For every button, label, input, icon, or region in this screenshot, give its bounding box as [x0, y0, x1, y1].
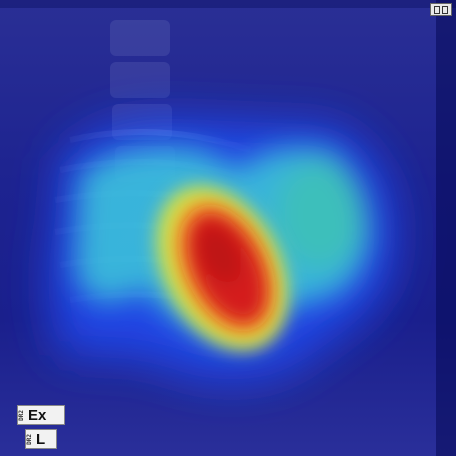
heat-yellow: [156, 185, 288, 351]
spine-shadow: [110, 20, 175, 182]
grid-icon: [430, 3, 452, 16]
side-marker-prefix: DR2: [26, 433, 33, 445]
side-marker-label: L: [36, 430, 46, 448]
heat-outer: [48, 118, 396, 381]
rib-shadows: [54, 129, 256, 313]
heat-orange: [174, 200, 276, 336]
exam-marker-label: Ex: [28, 406, 47, 424]
heat-cyan: [75, 147, 370, 342]
exam-marker: DR2 Ex: [17, 405, 65, 425]
heat-peak: [186, 212, 268, 324]
exam-marker-prefix: DR2: [18, 409, 25, 421]
side-marker: DR2 L: [25, 429, 57, 449]
